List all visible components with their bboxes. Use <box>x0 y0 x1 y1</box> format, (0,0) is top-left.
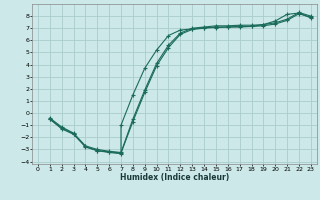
X-axis label: Humidex (Indice chaleur): Humidex (Indice chaleur) <box>120 173 229 182</box>
